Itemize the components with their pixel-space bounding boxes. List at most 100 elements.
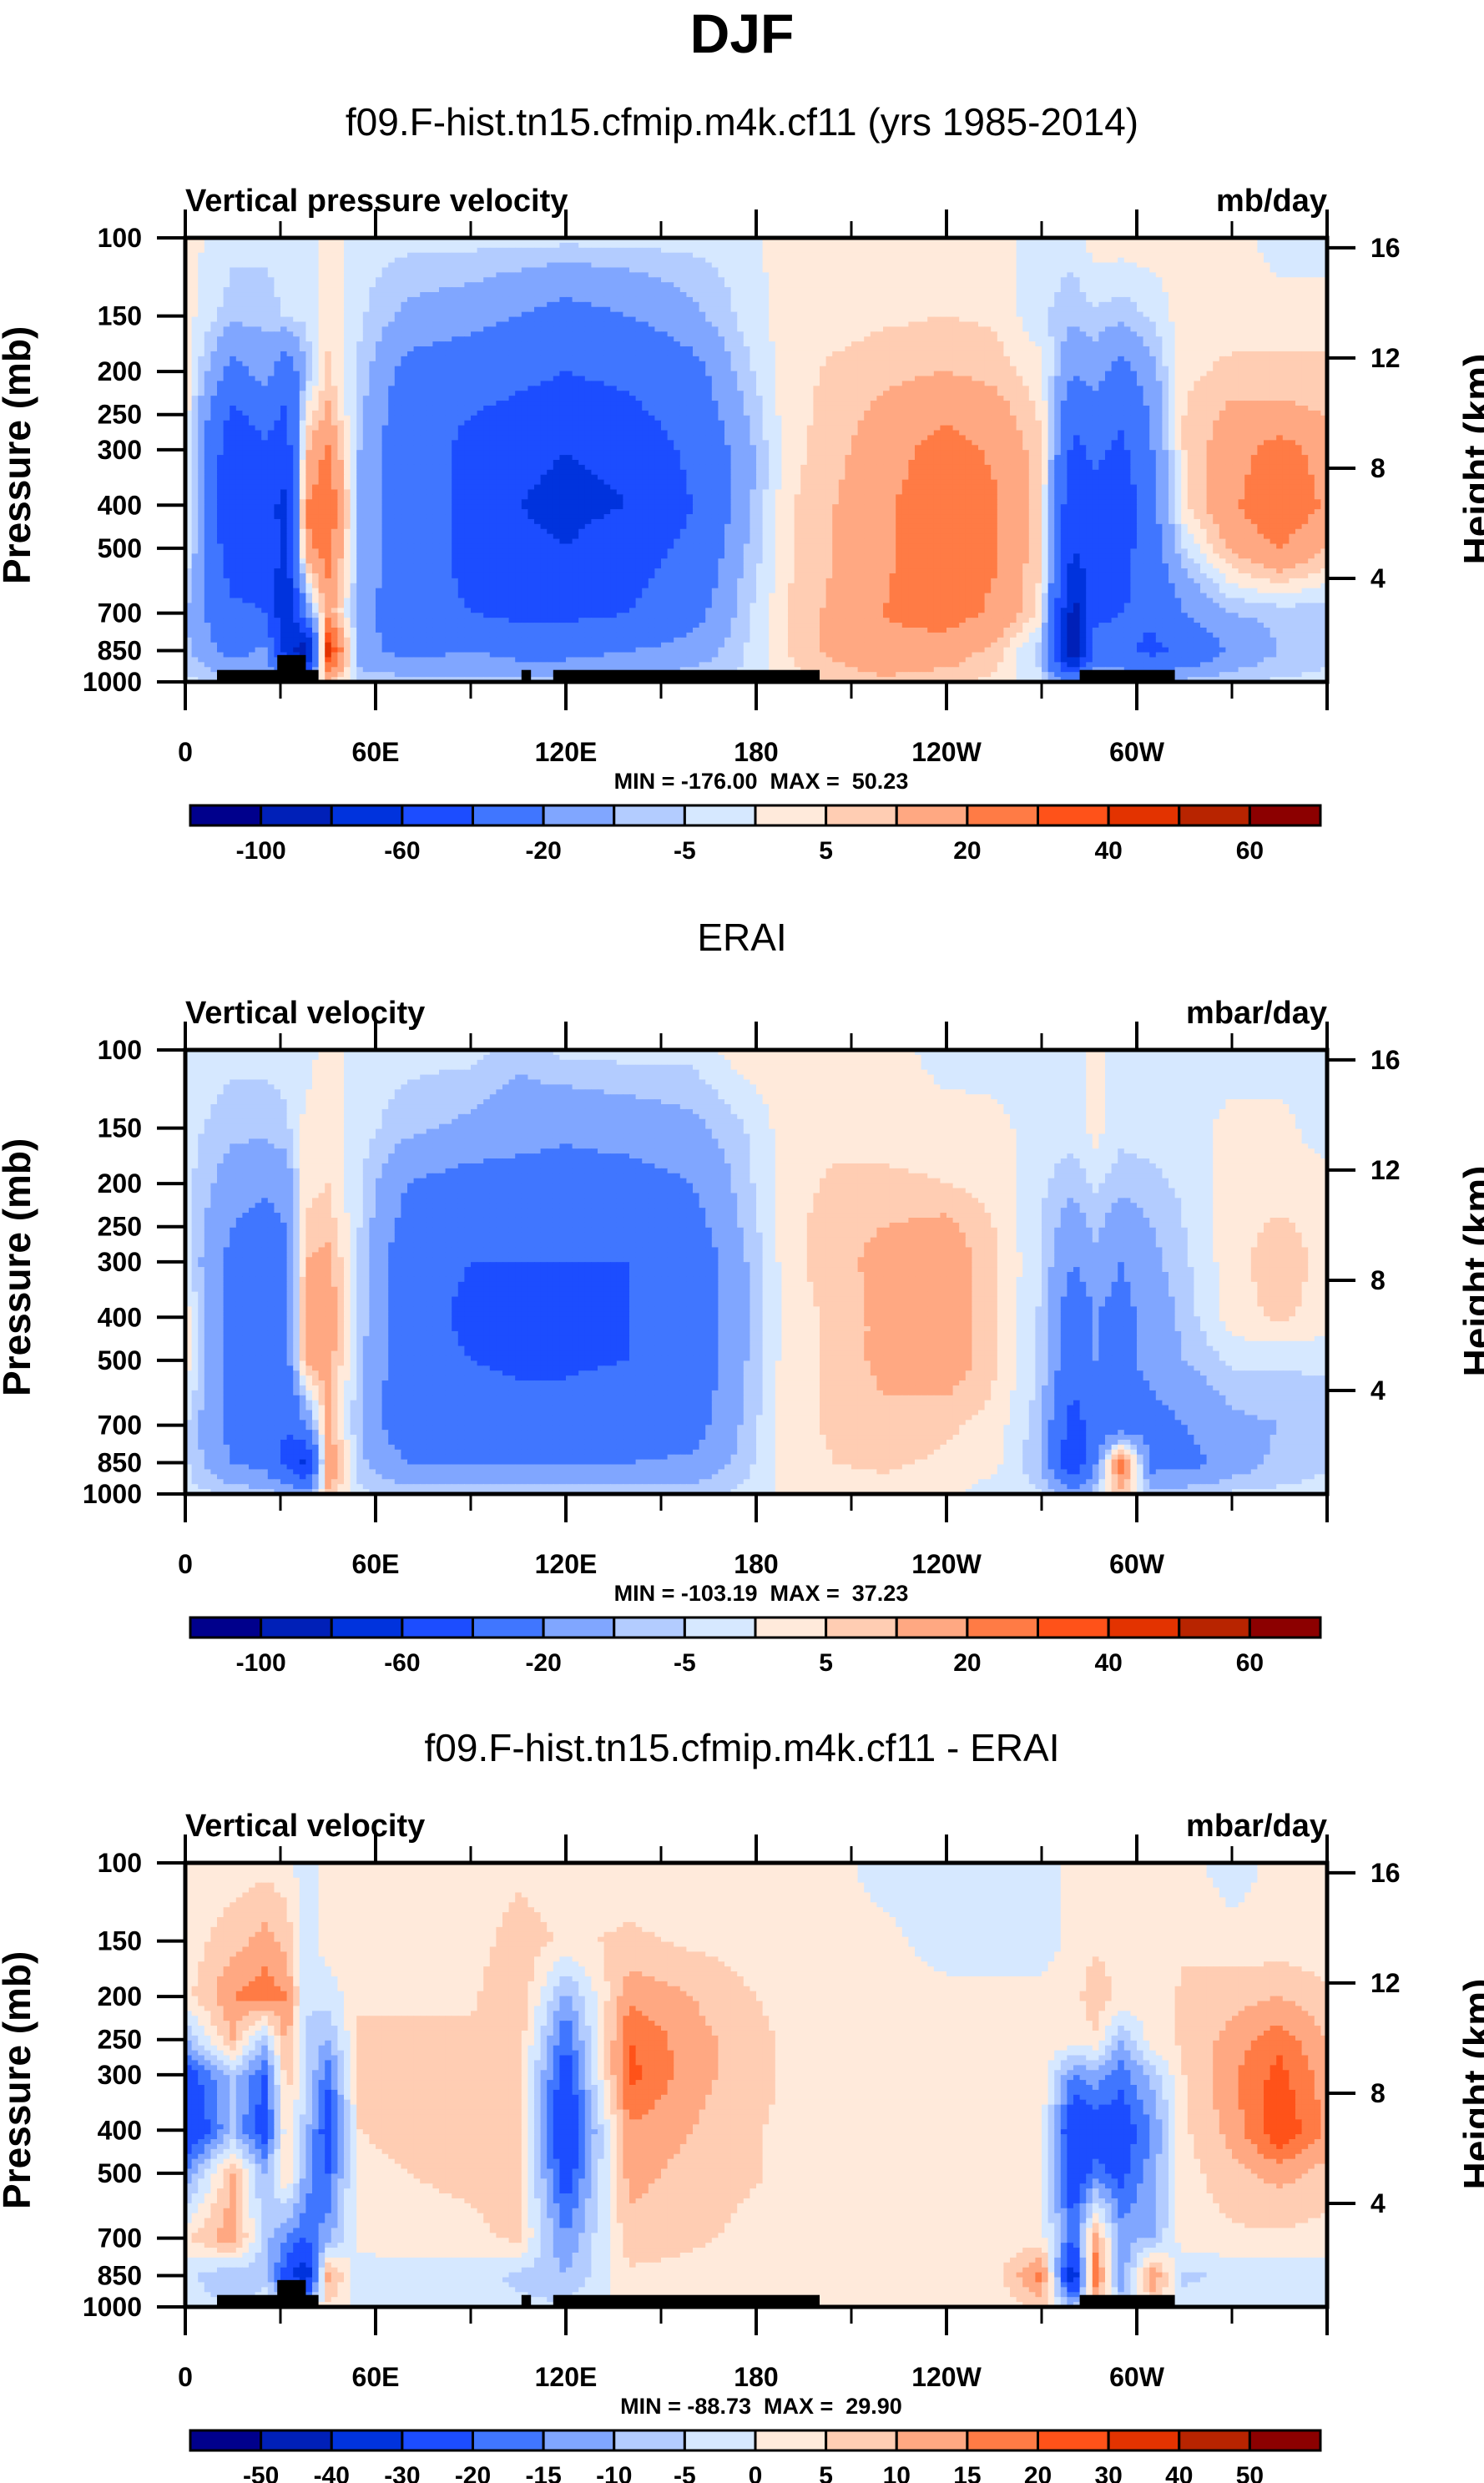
field-cell [1123,311,1131,318]
field-cell [915,366,922,372]
field-cell [369,282,376,288]
field-cell [350,272,357,278]
field-cell [1257,267,1264,273]
field-cell [870,257,877,264]
field-cell [445,252,452,259]
field-cell [1219,242,1226,249]
field-cell [718,336,725,342]
field-cell [896,277,903,283]
field-cell [235,242,243,249]
field-cell [1295,262,1303,269]
field-cell [299,277,306,283]
field-cell [1137,252,1144,259]
field-cell [559,277,567,283]
field-cell [705,257,713,264]
field-cell [661,287,669,293]
field-cell [1219,306,1226,313]
field-cell [471,346,478,352]
field-cell [584,287,592,293]
field-cell [591,282,598,288]
field-cell [464,247,472,254]
vertical-section-plot: 0 60E 120E 180 120W 60W1001502002503004005007… [83,209,1401,865]
field-cell [921,356,928,362]
field-cell [775,282,782,288]
field-cell [864,272,871,278]
field-cell [927,316,935,323]
field-cell [356,247,364,254]
field-cell [635,287,643,293]
field-cell [838,306,845,313]
field-cell [204,321,211,327]
field-cell [204,301,211,308]
field-cell [1118,296,1125,303]
field-cell [1269,326,1277,332]
field-cell [1035,262,1042,269]
field-cell [267,326,275,332]
field-cell [496,296,503,303]
field-cell [401,301,408,308]
field-cell [337,351,345,357]
field-cell [325,306,332,313]
field-cell [540,316,548,323]
field-cell [1028,336,1036,342]
field-cell [566,341,573,347]
field-cell [1295,331,1303,337]
field-cell [394,292,401,298]
field-cell [1042,316,1049,323]
field-cell [965,356,972,362]
field-cell [648,238,655,244]
field-cell [572,336,579,342]
field-cell [781,301,789,308]
field-cell [439,351,447,357]
field-cell [483,371,491,377]
field-cell [901,267,909,273]
field-cell [293,371,300,377]
field-cell [312,321,320,327]
field-cell [464,331,472,337]
field-cell [737,366,745,372]
field-cell [471,247,478,254]
field-cell [249,361,256,367]
field-cell [991,361,998,367]
field-cell [1264,277,1271,283]
field-cell [249,257,256,264]
field-cell [781,287,789,293]
field-cell [623,296,630,303]
field-cell [305,242,313,249]
field-cell [198,341,205,347]
field-cell [235,267,243,273]
field-cell [1244,311,1252,318]
field-cell [901,336,909,342]
field-cell [769,341,776,347]
field-cell [255,306,262,313]
field-cell [1054,242,1062,249]
field-cell [1143,247,1150,254]
field-cell [1200,257,1208,264]
field-cell [388,287,396,293]
field-cell [1010,267,1017,273]
field-cell [1137,277,1144,283]
field-cell [325,242,332,249]
field-cell [642,341,649,347]
field-cell [699,292,706,298]
field-cell [1155,287,1163,293]
field-cell [952,351,960,357]
field-cell [305,301,313,308]
field-cell [1250,331,1258,337]
field-cell [1200,316,1208,323]
field-cell [483,267,491,273]
field-cell [356,306,364,313]
field-cell [825,292,833,298]
field-cell [813,292,820,298]
field-cell [1098,361,1106,367]
field-cell [1308,346,1315,352]
field-cell [896,326,903,332]
field-cell [394,321,401,327]
field-cell [915,247,922,254]
field-cell [769,272,776,278]
field-cell [204,292,211,298]
field-cell [705,252,713,259]
field-cell [794,267,801,273]
field-cell [978,277,986,283]
field-cell [235,346,243,352]
